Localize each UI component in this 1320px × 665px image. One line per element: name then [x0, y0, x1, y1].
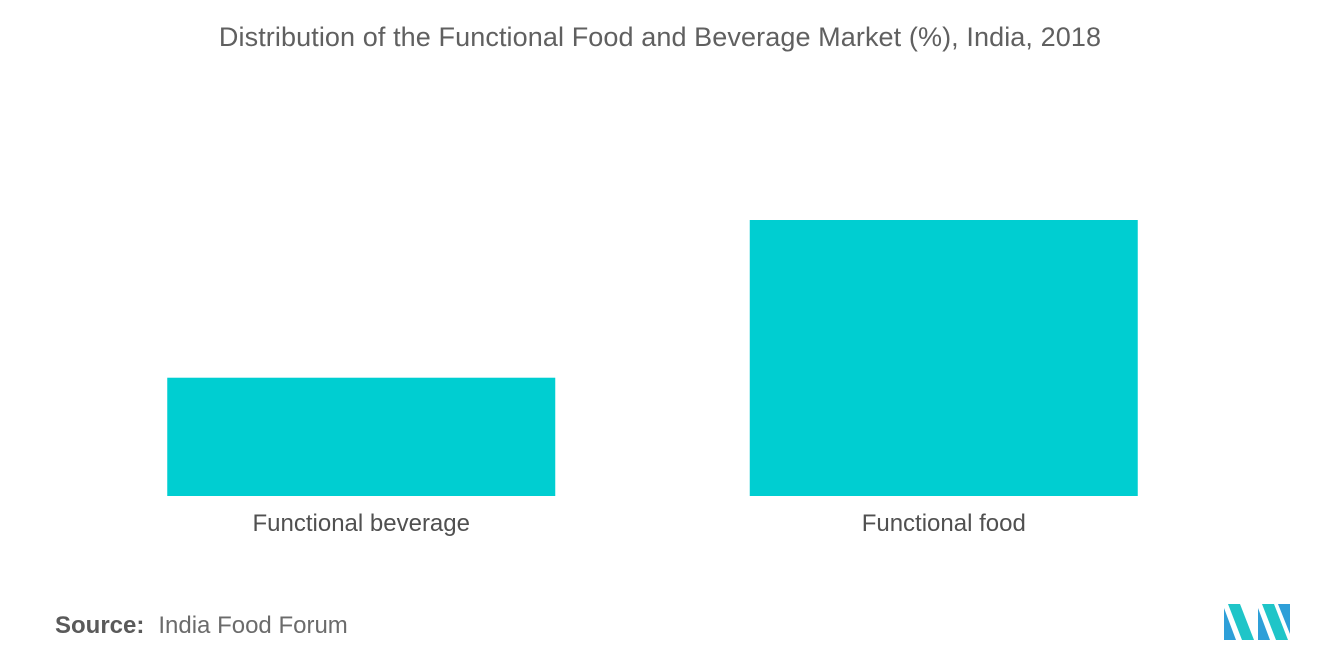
x-tick-label: Functional beverage — [253, 510, 470, 537]
bar-functional-food — [749, 220, 1138, 496]
chart-title: Distribution of the Functional Food and … — [218, 22, 1102, 52]
source-label: Source: — [55, 612, 145, 639]
source-line: Source: India Food Forum — [55, 612, 348, 640]
mordor-intelligence-logo-icon — [1224, 604, 1290, 640]
bar-chart: Functional beverage Functional food — [167, 220, 1138, 537]
bar-functional-beverage — [167, 377, 556, 496]
source-text: India Food Forum — [158, 612, 348, 639]
x-tick-label: Functional food — [862, 510, 1026, 537]
